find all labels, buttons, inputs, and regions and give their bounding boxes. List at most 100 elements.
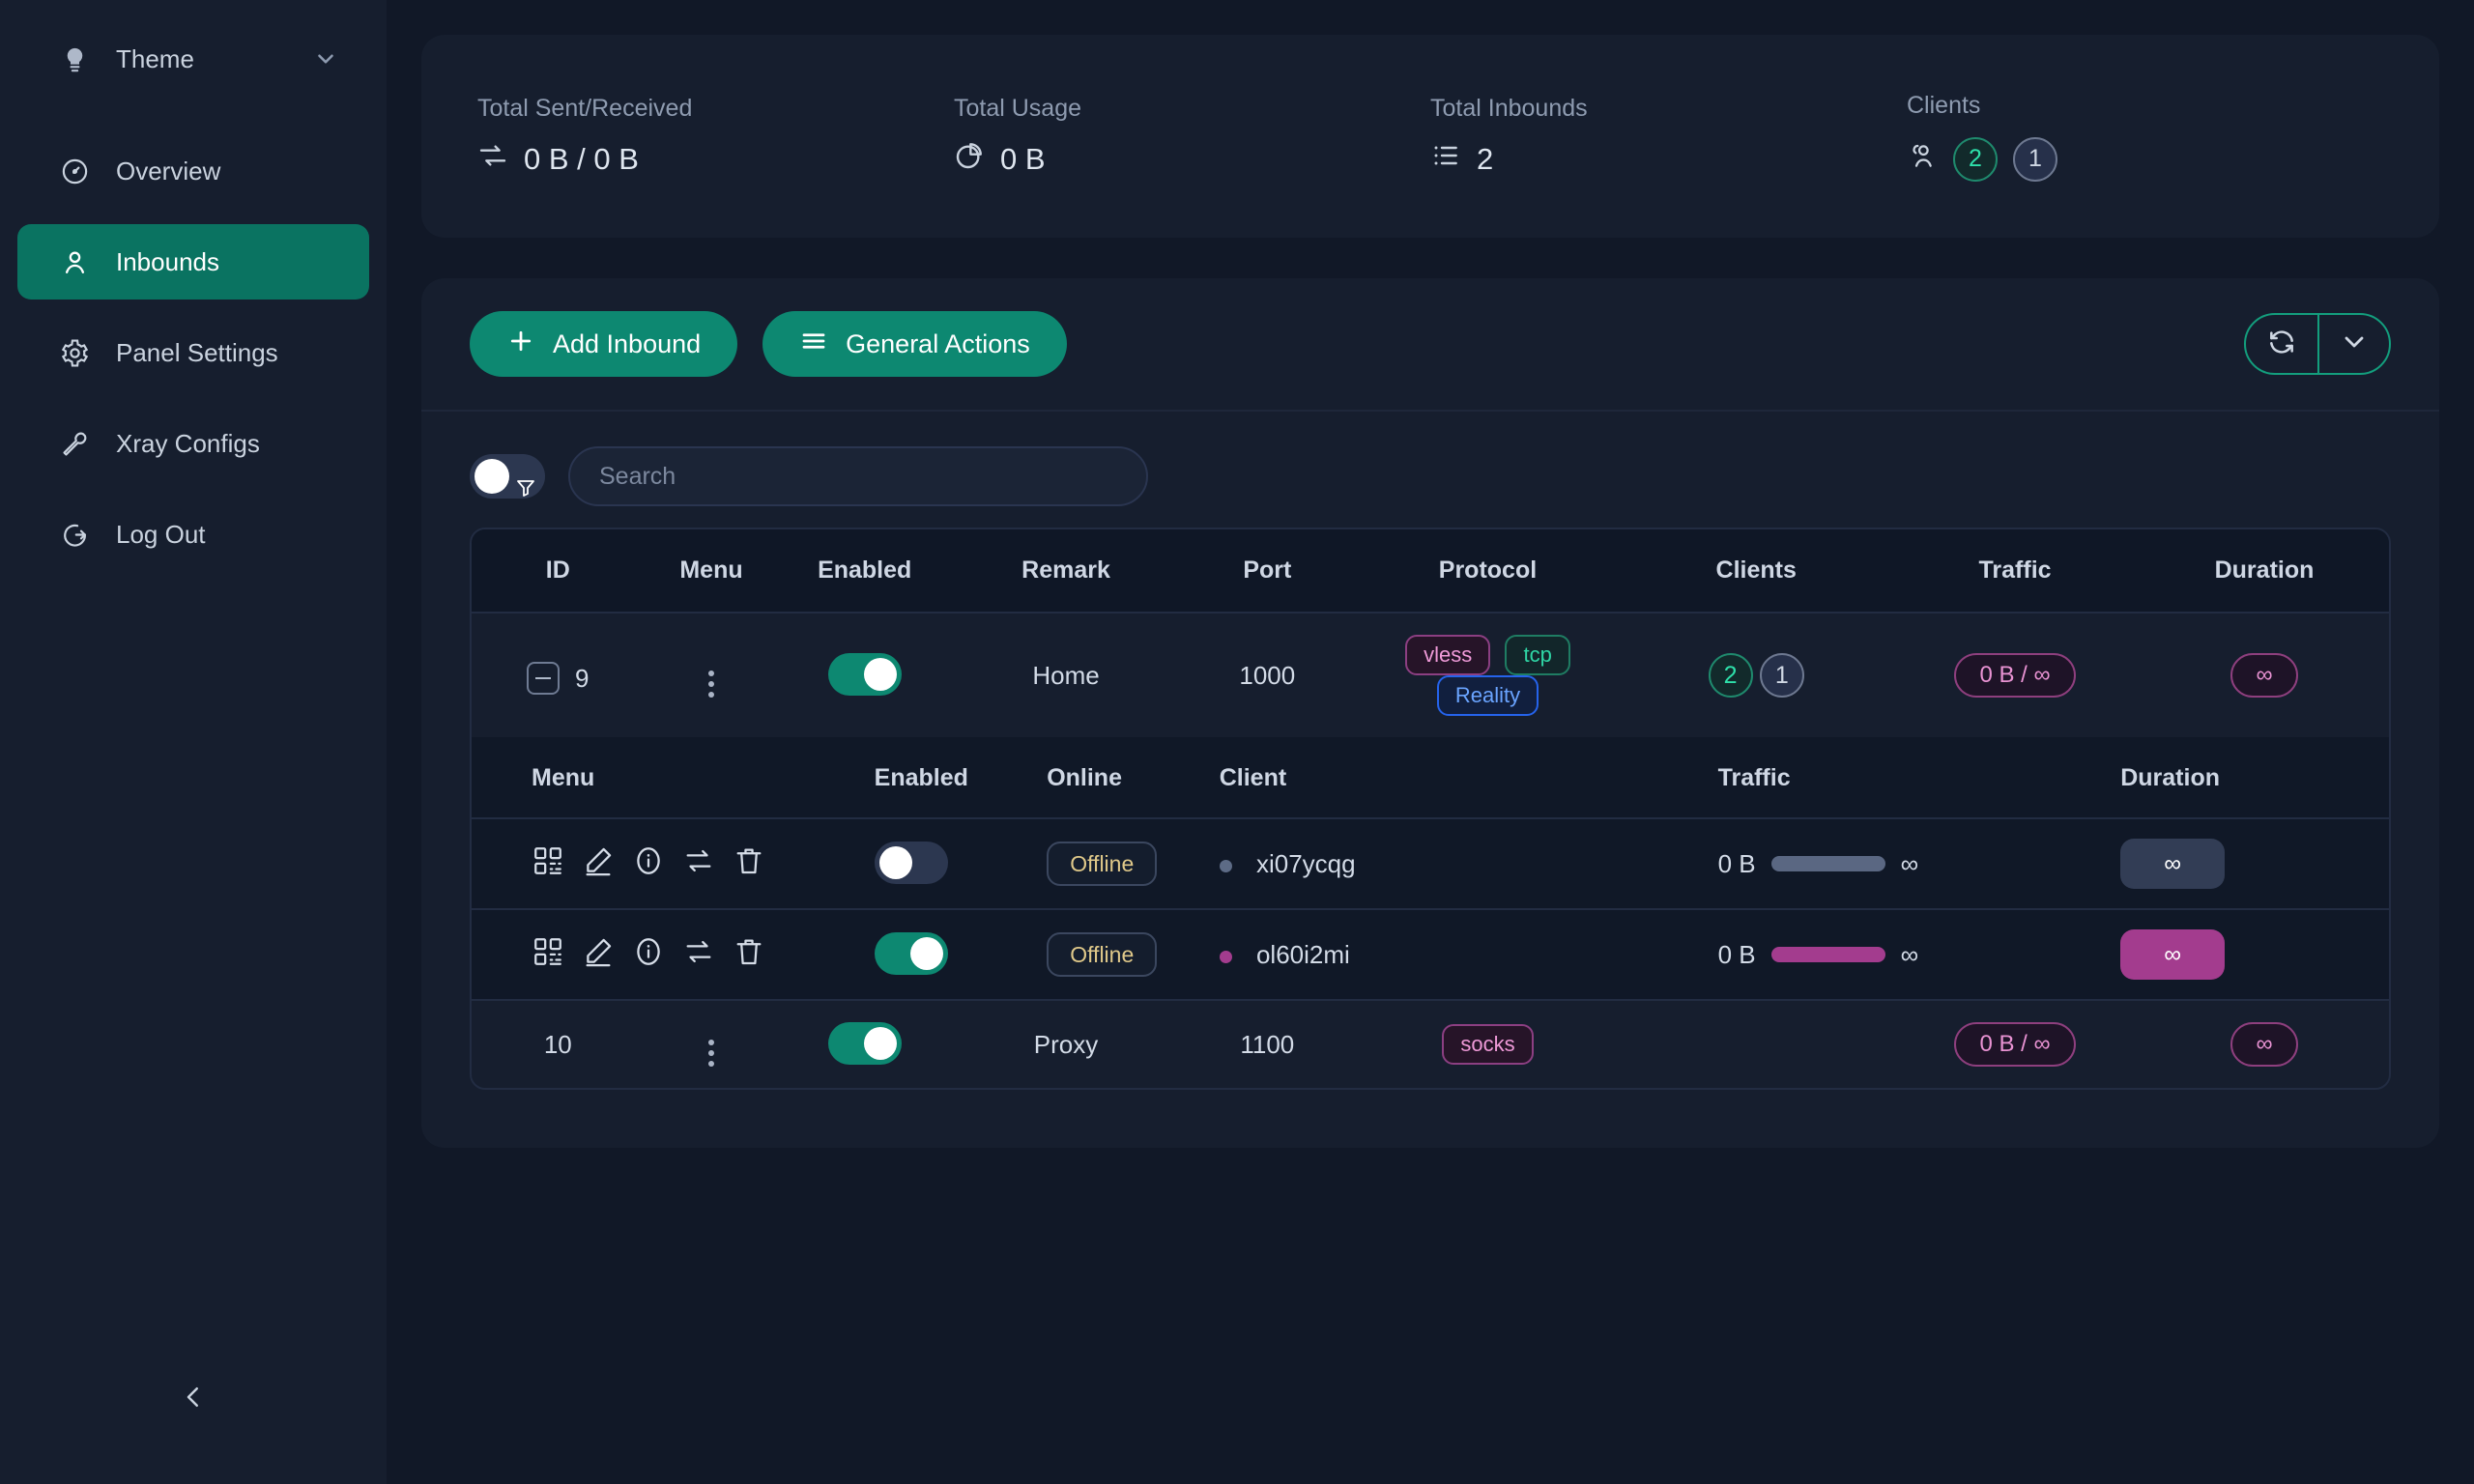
add-inbound-button[interactable]: Add Inbound (470, 311, 738, 377)
sub-header-online: Online (1047, 737, 1220, 818)
users-icon (1907, 140, 1938, 179)
info-icon[interactable] (632, 844, 665, 884)
client-traffic-limit: ∞ (1900, 939, 1919, 969)
row-id-text: 9 (575, 663, 590, 693)
inbounds-table: ID Menu Enabled Remark Port Protocol Cli… (472, 529, 2389, 1088)
row-duration-badge: ∞ (2230, 653, 2298, 698)
edit-icon[interactable] (582, 935, 615, 975)
subtable-header-row: Menu Enabled Online Client Traffic Durat… (472, 737, 2389, 818)
sub-header-enabled: Enabled (874, 737, 1048, 818)
sidebar: Theme Overview Inbounds Panel Settings (0, 0, 387, 1484)
header-traffic[interactable]: Traffic (1890, 529, 2140, 613)
logout-icon (58, 518, 91, 551)
client-name-cell: xi07ycqg (1219, 817, 1718, 909)
sidebar-item-label: Panel Settings (116, 337, 278, 367)
header-clients[interactable]: Clients (1622, 529, 1891, 613)
row-enabled-toggle[interactable] (827, 653, 902, 696)
cell-clients (1622, 999, 1891, 1088)
user-icon (58, 245, 91, 278)
row-traffic-badge: 0 B / ∞ (1954, 1022, 2076, 1067)
client-traffic-limit: ∞ (1900, 848, 1919, 878)
reset-icon[interactable] (682, 935, 715, 975)
table-row[interactable]: 9 Home 1000 vless tcp (472, 612, 2389, 737)
sidebar-item-overview[interactable]: Overview (17, 133, 369, 209)
header-enabled[interactable]: Enabled (778, 529, 951, 613)
table-header-row: ID Menu Enabled Remark Port Protocol Cli… (472, 529, 2389, 613)
menu-icon (799, 327, 828, 362)
bulb-icon (58, 43, 91, 75)
row-menu-button[interactable] (707, 671, 714, 698)
sidebar-item-inbounds[interactable]: Inbounds (17, 224, 369, 300)
table-row[interactable]: 10 Proxy 1100 socks (472, 999, 2389, 1088)
refresh-button[interactable] (2246, 315, 2317, 373)
header-port[interactable]: Port (1181, 529, 1354, 613)
client-name-cell: ol60i2mi (1219, 908, 1718, 999)
row-menu-button[interactable] (707, 1040, 714, 1067)
qr-code-icon[interactable] (532, 844, 564, 884)
toggle-knob (475, 459, 509, 494)
client-row[interactable]: Offline xi07ycqg (472, 817, 2389, 909)
collapse-row-button[interactable] (527, 662, 561, 695)
client-online: Offline (1047, 908, 1220, 999)
plus-icon (506, 327, 535, 362)
row-enabled-toggle[interactable] (827, 1022, 902, 1065)
client-enabled-toggle[interactable] (874, 932, 948, 975)
general-actions-button[interactable]: General Actions (762, 311, 1067, 377)
cell-id: 9 (472, 612, 645, 737)
client-enabled (874, 908, 1048, 999)
cell-menu (644, 612, 779, 737)
sub-header-client: Client (1219, 737, 1718, 818)
stat-clients: Clients 2 1 (1907, 92, 2383, 182)
sidebar-item-panel-settings[interactable]: Panel Settings (17, 315, 369, 390)
sub-header-traffic: Traffic (1717, 737, 2121, 818)
clients-subtable-wrapper: Menu Enabled Online Client Traffic Durat… (472, 737, 2389, 999)
pie-chart-icon (954, 140, 985, 179)
qr-code-icon[interactable] (532, 935, 564, 975)
clients-active-badge: 2 (1953, 136, 1998, 182)
search-input[interactable] (568, 446, 1148, 506)
cell-remark: Proxy (950, 999, 1182, 1088)
row-clients-inactive: 1 (1759, 653, 1804, 698)
cell-enabled (778, 999, 951, 1088)
protocol-tag: vless (1405, 635, 1491, 675)
sidebar-item-xray-configs[interactable]: Xray Configs (17, 406, 369, 481)
refresh-dropdown-button[interactable] (2317, 315, 2389, 373)
gear-icon (58, 336, 91, 369)
reset-icon[interactable] (682, 844, 715, 884)
client-status-badge: Offline (1047, 932, 1158, 977)
cell-traffic: 0 B / ∞ (1890, 612, 2140, 737)
protocol-tag: socks (1442, 1024, 1534, 1065)
gauge-icon (58, 155, 91, 187)
client-status-dot (1219, 950, 1232, 963)
sidebar-item-theme[interactable]: Theme (17, 21, 369, 97)
cell-protocol: vless tcp Reality (1353, 612, 1623, 737)
header-remark[interactable]: Remark (950, 529, 1182, 613)
client-online: Offline (1047, 817, 1220, 909)
delete-icon[interactable] (733, 844, 765, 884)
header-menu[interactable]: Menu (644, 529, 779, 613)
client-traffic-used: 0 B (1717, 939, 1756, 969)
general-actions-label: General Actions (846, 328, 1030, 358)
client-row[interactable]: Offline ol60i2mi (472, 908, 2389, 999)
client-duration: ∞ (2120, 908, 2389, 999)
cell-enabled (778, 612, 951, 737)
sidebar-item-log-out[interactable]: Log Out (17, 497, 369, 572)
edit-icon[interactable] (582, 844, 615, 884)
header-id[interactable]: ID (472, 529, 645, 613)
header-protocol[interactable]: Protocol (1353, 529, 1623, 613)
sidebar-item-label: Inbounds (116, 246, 219, 276)
chevron-down-icon[interactable] (313, 46, 338, 71)
client-enabled-toggle[interactable] (874, 842, 948, 884)
client-traffic-used: 0 B (1717, 848, 1756, 878)
client-enabled (874, 817, 1048, 909)
filter-toggle[interactable] (470, 454, 545, 499)
client-name: ol60i2mi (1255, 939, 1350, 969)
delete-icon[interactable] (733, 935, 765, 975)
sidebar-collapse-button[interactable] (0, 1383, 387, 1416)
cell-remark: Home (950, 612, 1182, 737)
row-duration-badge: ∞ (2230, 1022, 2298, 1067)
header-duration[interactable]: Duration (2140, 529, 2389, 613)
client-status-dot (1219, 859, 1232, 872)
table-row-expansion: Menu Enabled Online Client Traffic Durat… (472, 737, 2389, 1000)
info-icon[interactable] (632, 935, 665, 975)
